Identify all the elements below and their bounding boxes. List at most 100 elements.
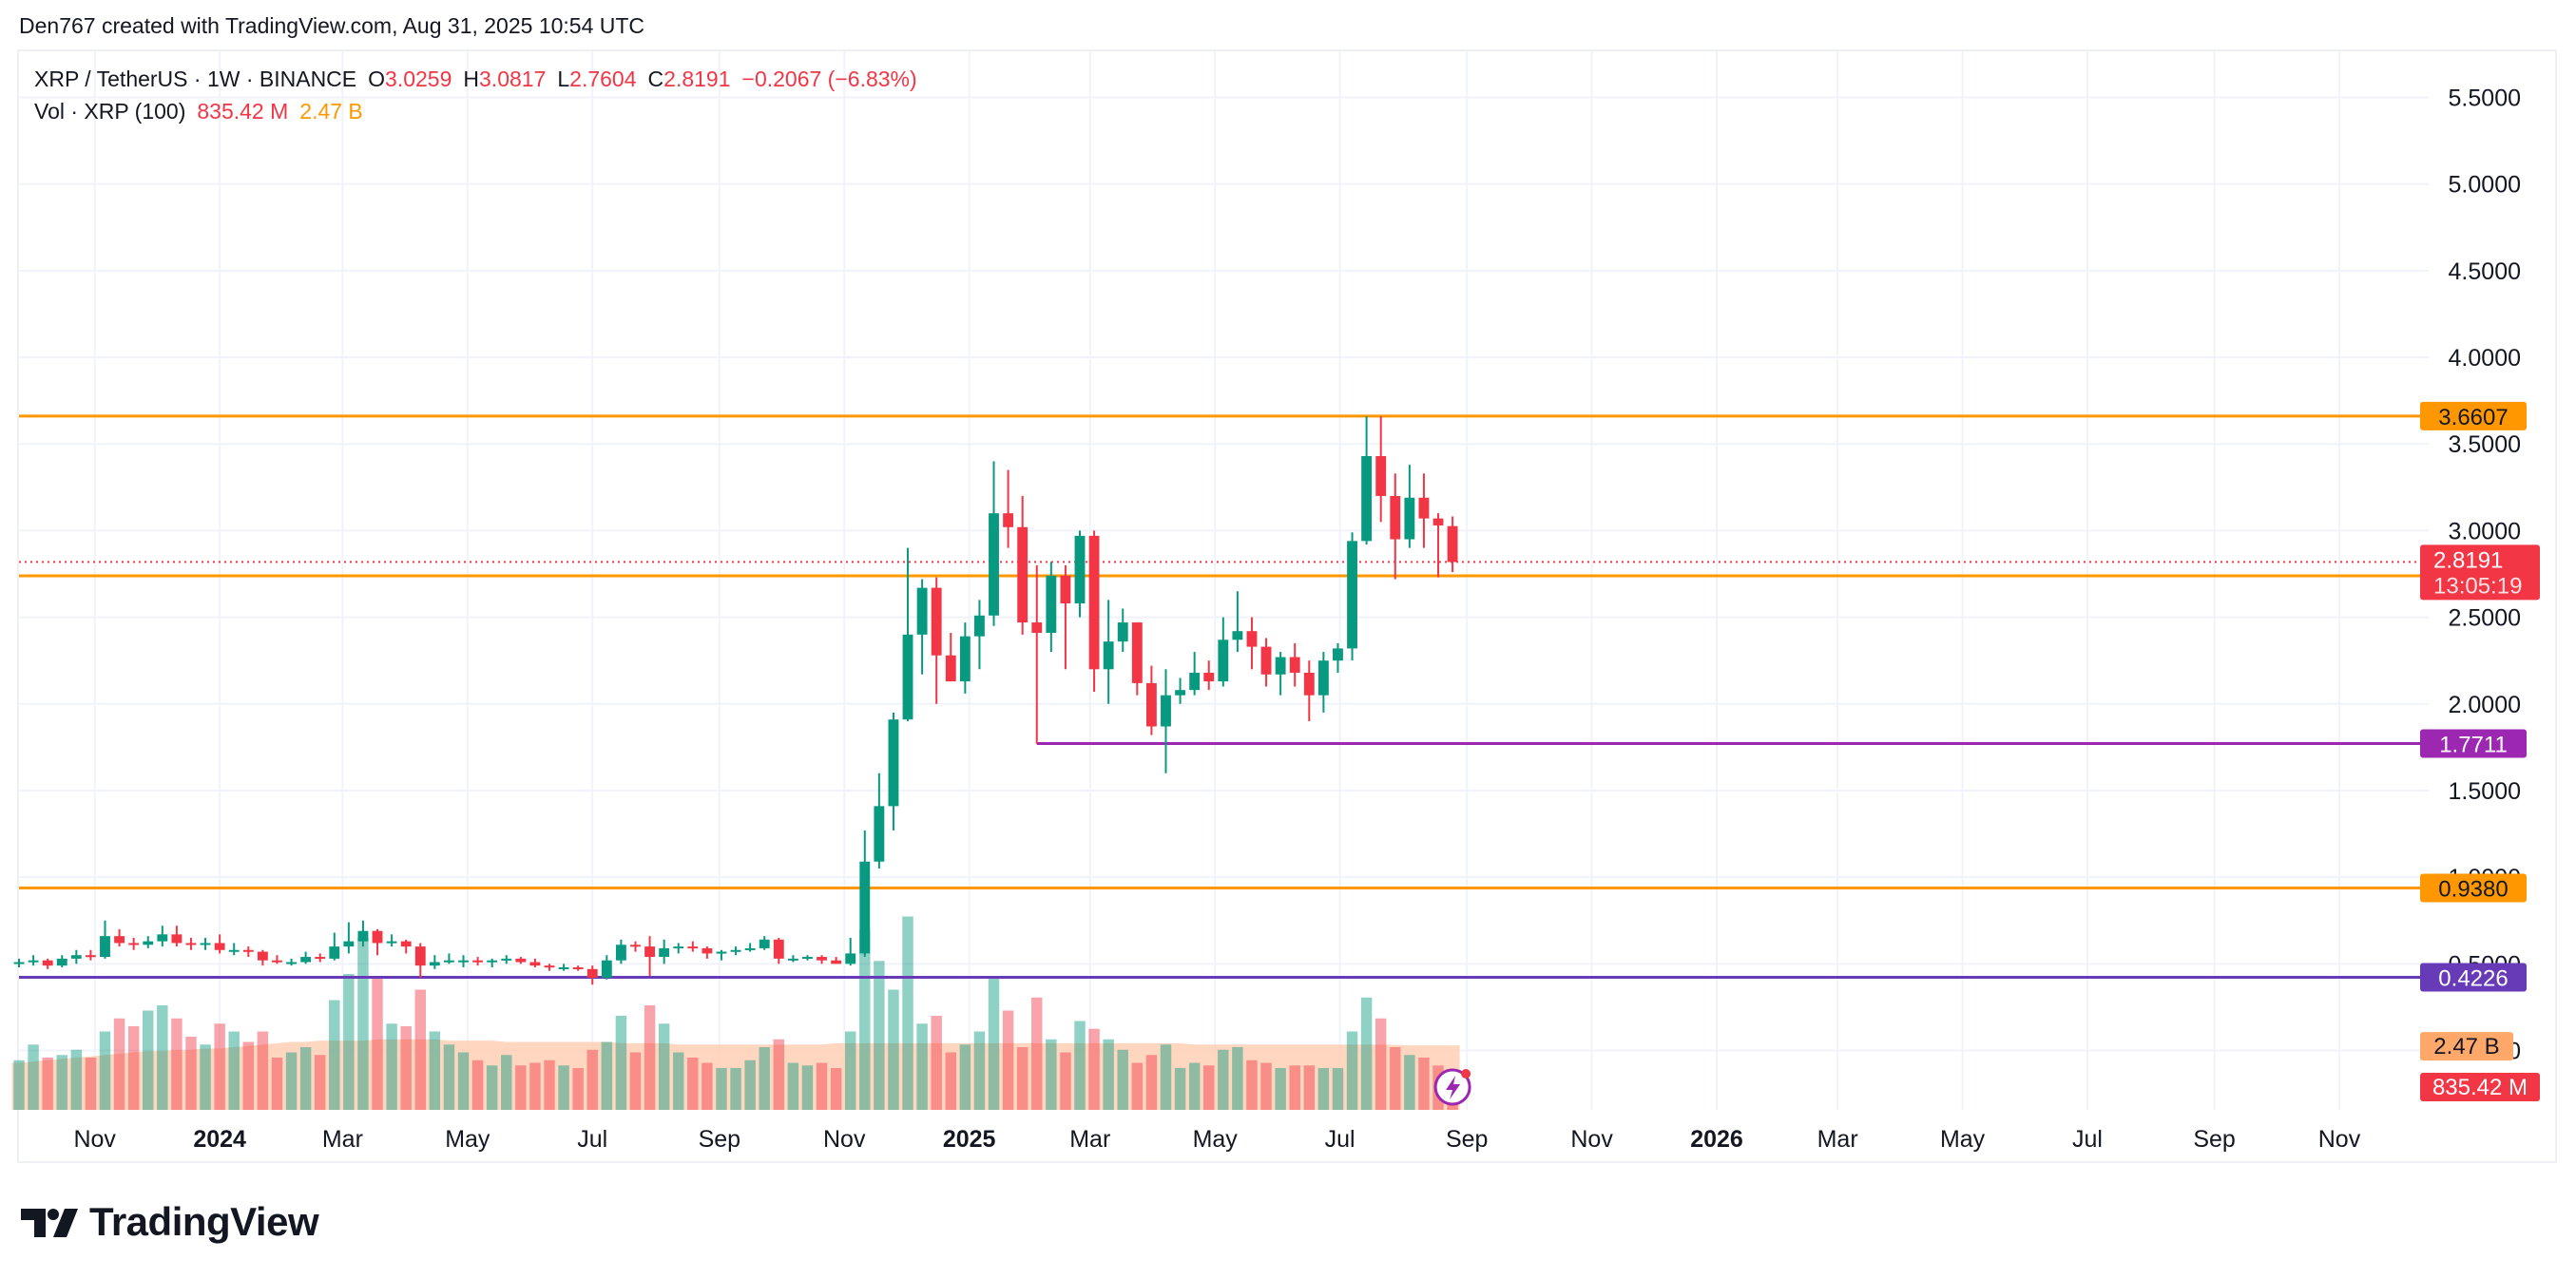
candle-body <box>28 960 39 963</box>
level-label-bg <box>2420 729 2527 758</box>
volume-bar <box>1160 1044 1172 1110</box>
candle <box>444 953 454 964</box>
x-tick-label: Nov <box>823 1126 866 1153</box>
level-label: 0.9380 <box>2438 876 2508 902</box>
candle-body <box>874 806 885 862</box>
y-tick-label: 3.0000 <box>2449 518 2521 544</box>
volume-bar <box>1289 1065 1300 1110</box>
candle-body <box>56 958 67 966</box>
candle <box>916 579 928 675</box>
level-label: 1.7711 <box>2439 733 2508 758</box>
volume-bar <box>1031 997 1043 1110</box>
tradingview-logo-icon <box>21 1209 78 1237</box>
volume-bar <box>171 1018 183 1110</box>
candle <box>730 946 741 956</box>
x-tick-label: Sep <box>699 1126 740 1153</box>
level-label: 0.4226 <box>2438 965 2508 991</box>
volume-bar <box>716 1068 727 1110</box>
volume-bar <box>931 1016 942 1110</box>
candle <box>1145 665 1157 735</box>
candle-body <box>272 960 282 963</box>
candle <box>558 964 569 971</box>
volume-bar <box>429 1031 441 1110</box>
candle <box>329 932 340 961</box>
chart-frame[interactable] <box>17 49 2557 1163</box>
volume-bar <box>99 1031 111 1110</box>
lightning-icon-bolt <box>1446 1076 1461 1099</box>
candle-body <box>100 936 110 958</box>
legend-low-label: L <box>557 67 570 91</box>
grid-layer <box>19 51 2429 1110</box>
volume-bar <box>228 1031 240 1110</box>
tradingview-logo[interactable]: TradingView <box>21 1199 319 1245</box>
x-tick-label: Mar <box>1069 1126 1110 1153</box>
candle <box>859 830 871 958</box>
x-tick-label: Nov <box>1570 1126 1613 1153</box>
volume-bar <box>1303 1065 1316 1110</box>
candle <box>644 936 655 977</box>
volume-bar <box>816 1062 828 1110</box>
candle-body <box>845 953 856 964</box>
candle <box>1060 564 1071 670</box>
candle <box>42 958 53 969</box>
last-price-label: 2.8191 <box>2433 547 2503 573</box>
volume-bar <box>28 1044 39 1110</box>
candle-body <box>974 615 985 637</box>
volume-bar <box>42 1058 53 1110</box>
volume-bar <box>572 1068 584 1110</box>
candle-body <box>1260 646 1272 675</box>
candle <box>702 946 713 959</box>
volume-bar <box>1346 1031 1358 1110</box>
candle <box>802 955 813 961</box>
volume-bar <box>544 1059 555 1110</box>
candle <box>458 955 469 967</box>
candle <box>1333 642 1343 673</box>
candle <box>1390 473 1401 580</box>
candle <box>630 941 641 952</box>
candle-body <box>716 951 727 954</box>
volume-bar <box>888 989 899 1110</box>
volume-bar <box>744 1059 756 1110</box>
volume-bar <box>773 1039 785 1110</box>
legend-high-label: H <box>463 67 480 91</box>
volume-bar <box>945 1052 956 1110</box>
legend-volume-label[interactable]: Vol · XRP (100) <box>34 99 186 124</box>
volume-bar <box>1117 1049 1128 1110</box>
candle <box>114 928 125 947</box>
volume-bar <box>1375 1018 1387 1110</box>
y-tick-label: 2.0000 <box>2449 692 2521 718</box>
candle <box>272 955 282 964</box>
candle <box>70 949 82 964</box>
volume-bar <box>486 1065 498 1110</box>
volume-bar <box>1332 1068 1344 1110</box>
candle-body <box>1161 695 1171 727</box>
candle <box>687 941 699 952</box>
candle <box>759 936 770 950</box>
candle-body <box>1246 631 1258 647</box>
volume-bar <box>13 1059 25 1110</box>
volume-bar <box>787 1062 799 1110</box>
volume-bar <box>56 1055 67 1110</box>
volume-bar <box>658 1023 670 1110</box>
candle <box>974 600 985 670</box>
candle-body <box>1060 575 1071 604</box>
volume-bar <box>386 1023 397 1110</box>
lightning-icon[interactable] <box>1433 1068 1471 1106</box>
legend-symbol[interactable]: XRP / TetherUS · 1W · BINANCE <box>34 67 357 91</box>
volume-bar <box>586 1049 598 1110</box>
x-tick-label: Mar <box>322 1126 363 1153</box>
candle <box>1232 591 1243 653</box>
candle <box>601 955 612 980</box>
volume-bar <box>601 1041 613 1110</box>
candle <box>572 965 584 971</box>
legend-open-label: O <box>368 67 386 91</box>
candle <box>1375 416 1387 523</box>
candle-body <box>13 962 25 964</box>
candle-body <box>1189 672 1201 691</box>
candle <box>1003 469 1014 548</box>
candle-body <box>200 943 211 945</box>
candle-body <box>315 957 326 960</box>
candle <box>1361 416 1373 544</box>
candle-body <box>286 962 297 964</box>
